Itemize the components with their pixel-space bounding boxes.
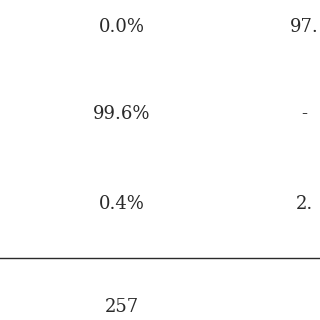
Text: 97.: 97. (290, 18, 318, 36)
Text: 257: 257 (105, 298, 139, 316)
Text: 99.6%: 99.6% (93, 105, 150, 123)
Text: -: - (301, 105, 307, 123)
Text: 2.: 2. (295, 195, 313, 213)
Text: 0.4%: 0.4% (99, 195, 145, 213)
Text: 0.0%: 0.0% (99, 18, 145, 36)
